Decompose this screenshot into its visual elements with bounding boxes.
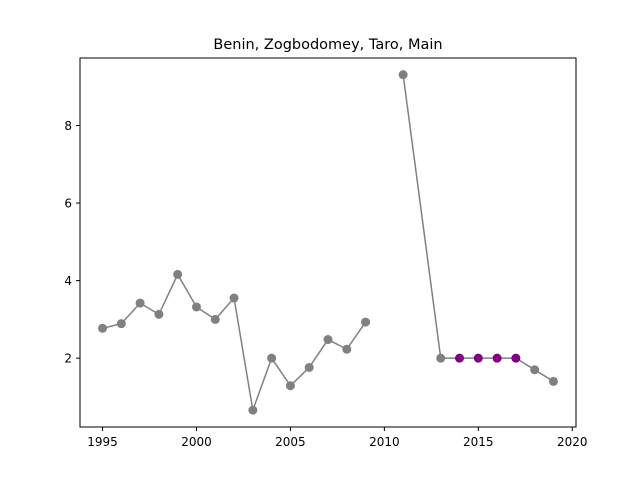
data-point bbox=[304, 362, 314, 372]
data-point bbox=[530, 365, 540, 375]
highlighted-data-point bbox=[473, 353, 483, 363]
data-point bbox=[248, 405, 258, 415]
data-point bbox=[229, 293, 239, 303]
data-point bbox=[361, 317, 371, 327]
x-tick-label: 2005 bbox=[275, 435, 306, 449]
y-tick-label: 6 bbox=[64, 197, 72, 211]
x-tick-label: 2015 bbox=[463, 435, 494, 449]
data-point bbox=[116, 319, 126, 329]
x-tick-label: 2020 bbox=[557, 435, 588, 449]
plot-area: 1995 2000 2005 2010 2015 2020 2 4 6 8 bbox=[64, 57, 588, 449]
data-point bbox=[267, 353, 277, 363]
plot-frame bbox=[79, 57, 577, 428]
y-tick-label: 8 bbox=[64, 119, 72, 133]
data-point bbox=[436, 353, 446, 363]
data-point bbox=[210, 314, 220, 324]
x-tick-label: 2000 bbox=[181, 435, 212, 449]
data-point bbox=[548, 376, 558, 386]
data-point bbox=[191, 302, 201, 312]
data-point bbox=[398, 70, 408, 80]
data-point bbox=[98, 323, 108, 333]
data-point bbox=[323, 335, 333, 345]
data-point bbox=[154, 309, 164, 319]
x-tick-label: 2010 bbox=[369, 435, 400, 449]
data-point bbox=[285, 381, 295, 391]
data-point bbox=[135, 298, 145, 308]
x-tick-label: 1995 bbox=[87, 435, 118, 449]
data-point bbox=[342, 344, 352, 354]
data-point bbox=[173, 269, 183, 279]
highlighted-data-point bbox=[455, 353, 465, 363]
chart-title: Benin, Zogbodomey, Taro, Main bbox=[213, 37, 442, 53]
highlighted-data-point bbox=[511, 353, 521, 363]
y-tick-label: 2 bbox=[64, 352, 72, 366]
highlighted-data-point bbox=[492, 353, 502, 363]
y-tick-label: 4 bbox=[64, 274, 72, 288]
